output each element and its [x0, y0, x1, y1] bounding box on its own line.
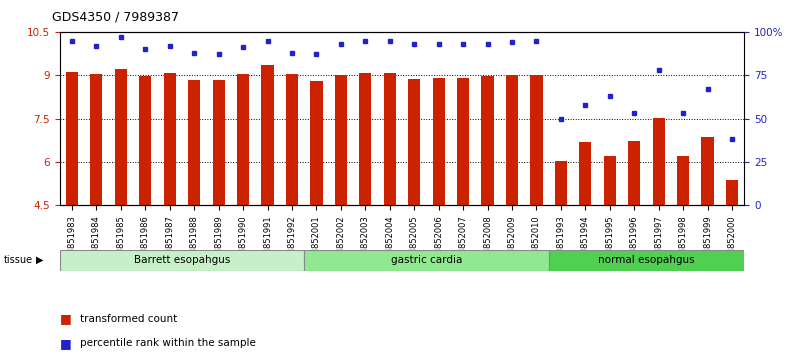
- Bar: [677, 156, 689, 205]
- Bar: [115, 69, 127, 205]
- Text: percentile rank within the sample: percentile rank within the sample: [80, 338, 256, 348]
- Text: tissue: tissue: [4, 255, 33, 265]
- Bar: [60, 250, 304, 271]
- Bar: [384, 73, 396, 205]
- Bar: [359, 73, 372, 205]
- Bar: [164, 73, 176, 205]
- Bar: [482, 76, 494, 205]
- Bar: [457, 78, 469, 205]
- Bar: [548, 250, 744, 271]
- Bar: [304, 250, 548, 271]
- Bar: [530, 75, 543, 205]
- Bar: [432, 78, 445, 205]
- Bar: [237, 74, 249, 205]
- Bar: [335, 75, 347, 205]
- Bar: [310, 81, 322, 205]
- Bar: [555, 161, 567, 205]
- Bar: [66, 72, 78, 205]
- Bar: [653, 118, 665, 205]
- Text: transformed count: transformed count: [80, 314, 177, 324]
- Bar: [213, 80, 224, 205]
- Bar: [603, 156, 616, 205]
- Bar: [506, 75, 518, 205]
- Bar: [188, 80, 201, 205]
- Bar: [701, 137, 714, 205]
- Text: normal esopahgus: normal esopahgus: [598, 255, 695, 265]
- Bar: [579, 142, 591, 205]
- Text: ■: ■: [60, 312, 72, 325]
- Bar: [408, 79, 420, 205]
- Bar: [726, 180, 738, 205]
- Text: ■: ■: [60, 337, 72, 350]
- Bar: [261, 65, 274, 205]
- Text: GDS4350 / 7989387: GDS4350 / 7989387: [52, 11, 179, 24]
- Bar: [286, 74, 298, 205]
- Bar: [90, 74, 103, 205]
- Bar: [628, 141, 640, 205]
- Bar: [139, 76, 151, 205]
- Text: gastric cardia: gastric cardia: [391, 255, 462, 265]
- Text: ▶: ▶: [36, 255, 43, 265]
- Text: Barrett esopahgus: Barrett esopahgus: [134, 255, 230, 265]
